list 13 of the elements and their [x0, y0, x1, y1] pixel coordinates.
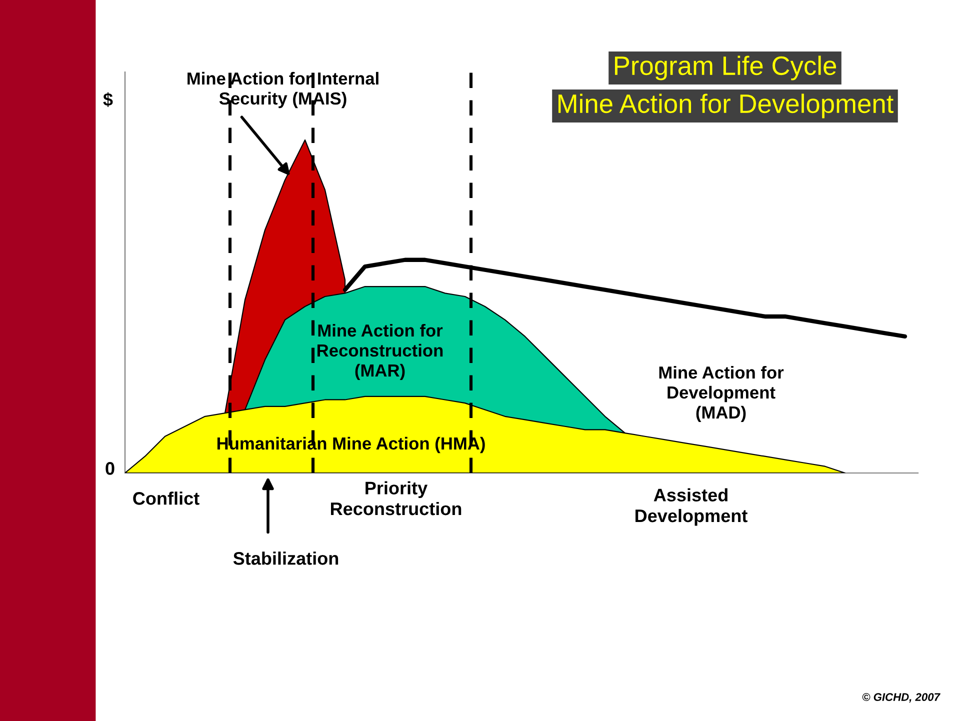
chart-subtitle: Mine Action for Development — [558, 94, 894, 118]
series-label: Mine Action for Reconstruction (MAR) — [318, 324, 443, 380]
text: $ — [103, 92, 113, 108]
text: Priority Reconstruction — [331, 481, 462, 516]
text: Stabilization — [233, 552, 338, 565]
chart-title: Program Life Cycle — [614, 56, 836, 80]
annotation: Mine Action for Development (MAD) — [659, 366, 784, 422]
text: 0 — [106, 462, 114, 475]
series-label: Humanitarian Mine Action (HMA) — [217, 436, 485, 454]
text: Conflict — [133, 492, 200, 505]
text: Mine Action for Internal Security (MAIS) — [188, 72, 378, 108]
text: © GICHD, 2007 — [862, 693, 940, 703]
text: Assisted Development — [636, 488, 748, 526]
